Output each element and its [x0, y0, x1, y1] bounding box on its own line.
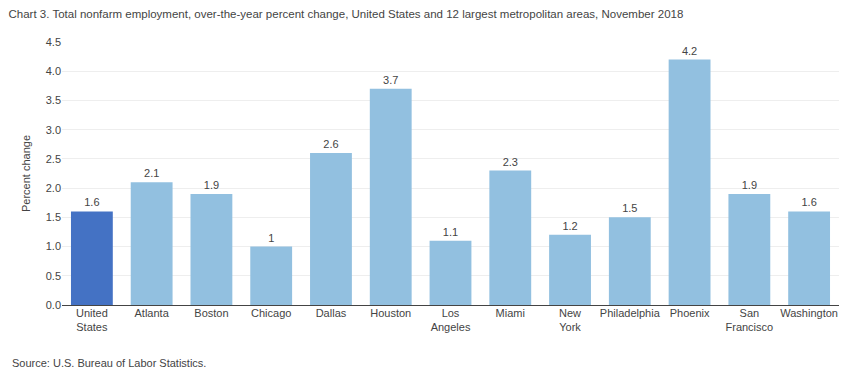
- svg-text:2.0: 2.0: [46, 182, 61, 194]
- svg-text:NewYork: NewYork: [559, 307, 581, 333]
- svg-text:Dallas: Dallas: [316, 307, 347, 319]
- svg-text:1.6: 1.6: [801, 196, 816, 208]
- svg-text:3.0: 3.0: [46, 124, 61, 136]
- svg-text:3.7: 3.7: [383, 74, 398, 86]
- svg-text:Chicago: Chicago: [251, 307, 291, 319]
- svg-text:1.6: 1.6: [84, 196, 99, 208]
- svg-text:4.2: 4.2: [682, 45, 697, 57]
- svg-text:1.0: 1.0: [46, 240, 61, 252]
- svg-text:Source: U.S. Bureau of Labor S: Source: U.S. Bureau of Labor Statistics.: [12, 357, 206, 369]
- svg-text:Boston: Boston: [194, 307, 228, 319]
- svg-text:Miami: Miami: [496, 307, 525, 319]
- svg-text:1.5: 1.5: [622, 202, 637, 214]
- svg-text:Atlanta: Atlanta: [135, 307, 170, 319]
- svg-text:Washington: Washington: [780, 307, 838, 319]
- svg-text:Phoenix: Phoenix: [670, 307, 710, 319]
- svg-text:1.9: 1.9: [204, 179, 219, 191]
- svg-text:Houston: Houston: [370, 307, 411, 319]
- svg-text:Chart 3. Total nonfarm employm: Chart 3. Total nonfarm employment, over-…: [9, 8, 684, 20]
- svg-text:0.0: 0.0: [46, 299, 61, 311]
- svg-text:2.1: 2.1: [144, 167, 159, 179]
- svg-text:LosAngeles: LosAngeles: [431, 307, 471, 333]
- svg-text:4.0: 4.0: [46, 65, 61, 77]
- svg-text:1.9: 1.9: [742, 179, 757, 191]
- svg-text:Philadelphia: Philadelphia: [600, 307, 661, 319]
- svg-text:1.1: 1.1: [443, 226, 458, 238]
- svg-text:0.5: 0.5: [46, 270, 61, 282]
- svg-text:2.6: 2.6: [323, 138, 338, 150]
- svg-text:1: 1: [268, 232, 274, 244]
- svg-text:4.5: 4.5: [46, 36, 61, 48]
- svg-text:SanFrancisco: SanFrancisco: [726, 307, 774, 333]
- svg-text:1.5: 1.5: [46, 211, 61, 223]
- svg-text:3.5: 3.5: [46, 94, 61, 106]
- svg-text:Percent change: Percent change: [20, 135, 32, 212]
- svg-text:2.5: 2.5: [46, 153, 61, 165]
- svg-text:2.3: 2.3: [503, 156, 518, 168]
- svg-text:1.2: 1.2: [562, 220, 577, 232]
- svg-text:UnitedStates: UnitedStates: [76, 307, 108, 333]
